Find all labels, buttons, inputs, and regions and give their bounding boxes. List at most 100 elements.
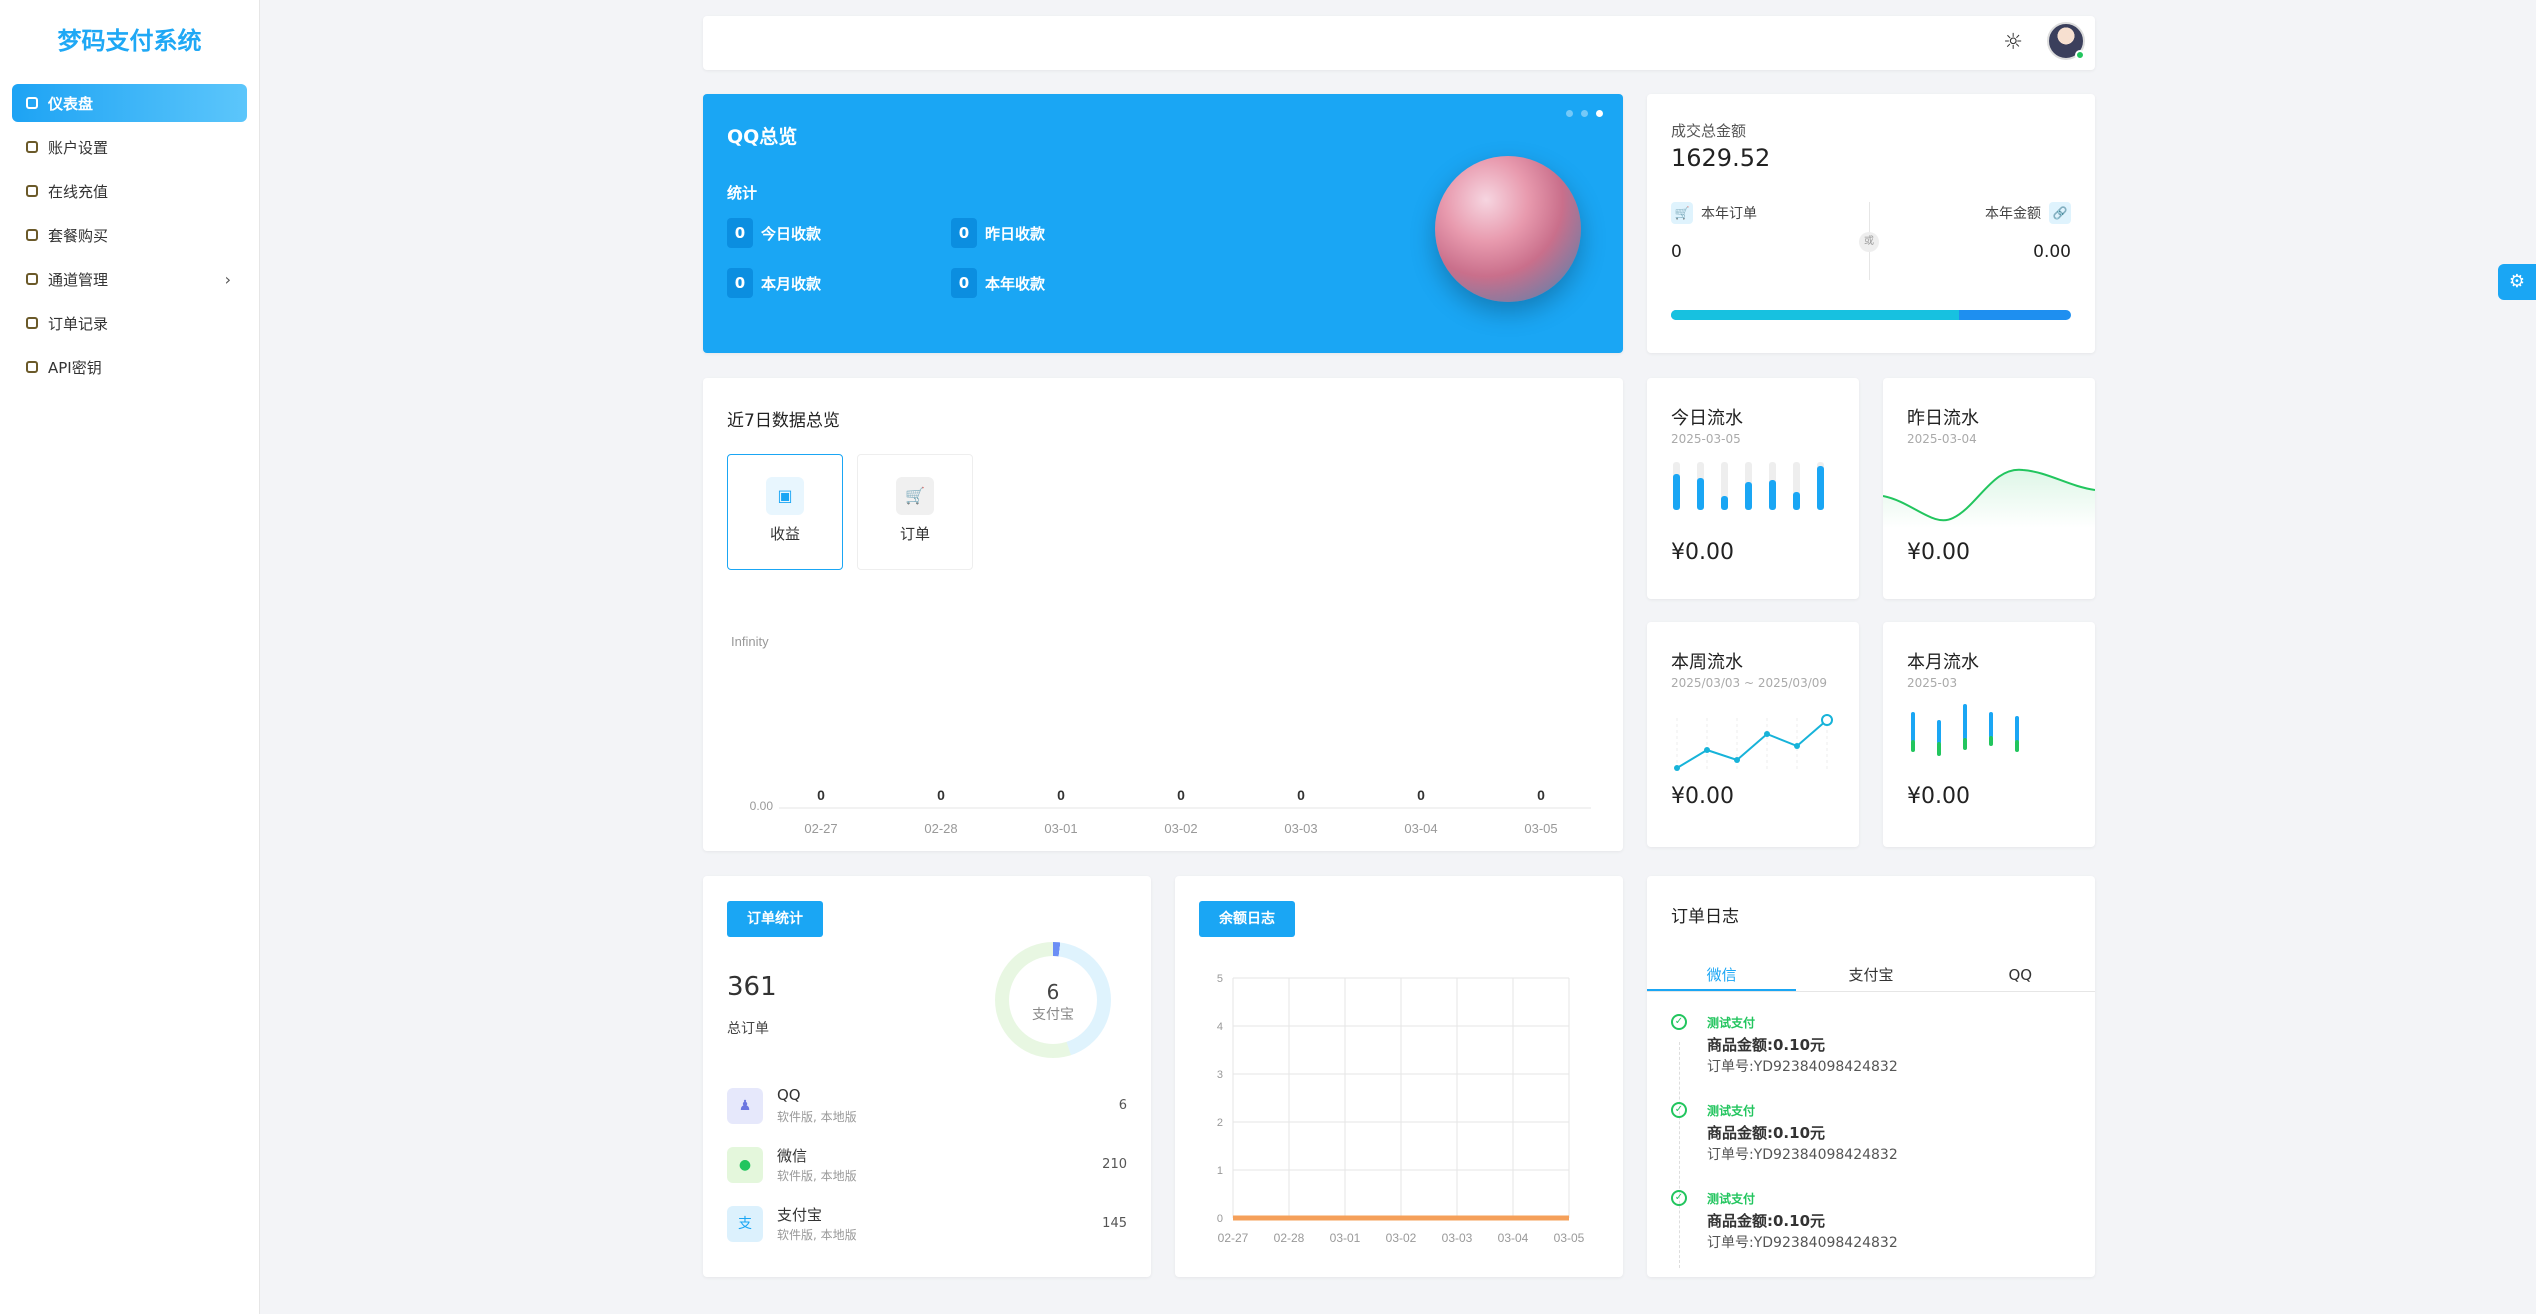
- sidebar-item-label: 仪表盘: [48, 94, 94, 113]
- spark-bar: [1769, 480, 1776, 510]
- y-tick-label: 0: [1217, 1213, 1223, 1225]
- sparkline: [1676, 719, 1828, 769]
- order-icon: [26, 317, 38, 329]
- spark-bar: [1697, 478, 1704, 510]
- row-count: 145: [1102, 1216, 1127, 1231]
- tab-wechat[interactable]: 微信: [1647, 958, 1797, 991]
- y-tick-label: 3: [1217, 1069, 1223, 1081]
- avatar[interactable]: [2047, 22, 2085, 60]
- carousel-dot[interactable]: [1581, 110, 1588, 117]
- yesterday-sparkline: [1883, 468, 2095, 528]
- x-tick-label: 03-02: [1386, 1231, 1417, 1245]
- sidebar-item-label: 套餐购买: [48, 226, 109, 245]
- y-axis-bottom-label: 0.00: [750, 799, 774, 813]
- order-log-tabs: 微信 支付宝 QQ: [1647, 958, 2095, 992]
- row-sub: 软件版, 本地版: [777, 1169, 857, 1183]
- log-tag: 测试支付: [1707, 1016, 1756, 1030]
- tab-orders[interactable]: 🛒 订单: [857, 454, 973, 570]
- x-tick-label: 03-02: [1164, 821, 1197, 836]
- stat-value: 0: [951, 218, 977, 248]
- bar-data-label: 0: [937, 787, 945, 803]
- total-orders-value: 361: [727, 972, 777, 1002]
- spark-point: [1794, 743, 1800, 749]
- donut-value: 6: [1046, 980, 1060, 1004]
- check-icon: ✓: [1671, 1014, 1687, 1030]
- carousel-dot[interactable]: [1566, 110, 1573, 117]
- sidebar-item-package[interactable]: 套餐购买: [12, 216, 247, 254]
- stat-month: 0 本月收款: [727, 268, 821, 298]
- brand-logo[interactable]: 梦码支付系统: [57, 25, 202, 55]
- card-title: 近7日数据总览: [727, 411, 840, 431]
- coin-icon: [26, 185, 38, 197]
- y-tick-label: 2: [1217, 1117, 1223, 1129]
- year-amount-value: 0.00: [2033, 242, 2071, 262]
- sidebar-menu: 仪表盘 账户设置 在线充值 套餐购买 通道管理 › 订单记录 API密钥: [0, 76, 259, 400]
- x-tick-label: 03-05: [1554, 1231, 1585, 1245]
- seven-day-overview-card: 近7日数据总览 ▣ 收益 🛒 订单 Infinity 0.00 0 02-27 0 02-28…: [703, 378, 1623, 851]
- sidebar-item-label: 订单记录: [48, 314, 109, 333]
- total-orders-label: 总订单: [727, 1021, 769, 1037]
- sparkline: [1883, 468, 2095, 522]
- bar-data-label: 0: [1537, 787, 1545, 803]
- tab-qq[interactable]: QQ: [2008, 966, 2033, 984]
- sun-icon[interactable]: ☼: [2003, 30, 2023, 55]
- alipay-icon: 支: [727, 1206, 763, 1242]
- stat-label: 昨日收款: [985, 224, 1046, 243]
- sparkline-area: [1883, 469, 2095, 528]
- tile-title: 今日流水: [1671, 408, 1743, 429]
- x-tick-label: 02-28: [924, 821, 957, 836]
- tab-revenue[interactable]: ▣ 收益: [727, 454, 843, 570]
- check-icon: ✓: [1671, 1190, 1687, 1206]
- user-icon: [26, 141, 38, 153]
- x-tick-label: 02-28: [1274, 1231, 1305, 1245]
- stat-yesterday: 0 昨日收款: [951, 218, 1045, 248]
- tile-title: 昨日流水: [1907, 408, 1979, 429]
- y-axis-top-label: Infinity: [731, 634, 769, 649]
- balance-log-card: 余额日志 0 1 2 3 4 5 02-27 02-28 03-01 03-02 03-03 03-0…: [1175, 876, 1623, 1277]
- settings-gear-icon[interactable]: ⚙: [2498, 264, 2536, 300]
- sidebar-item-recharge[interactable]: 在线充值: [12, 172, 247, 210]
- sidebar-item-channels[interactable]: 通道管理 ›: [12, 260, 247, 298]
- sidebar-item-label: 通道管理: [48, 270, 109, 289]
- sidebar-item-label: API密钥: [48, 358, 102, 377]
- row-name: 支付宝: [777, 1206, 823, 1224]
- row-sub: 软件版, 本地版: [777, 1110, 857, 1124]
- spark-bar: [1721, 496, 1728, 510]
- week-sparkline: [1674, 714, 1833, 772]
- tile-date: 2025/03/03 ~ 2025/03/09: [1671, 676, 1828, 690]
- order-stats-card: 订单统计 361 总订单 6 支付宝 ♟ QQ 软件版, 本地版 6 ● 微信 软件版, 本…: [703, 876, 1151, 1277]
- tile-value: ¥0.00: [1671, 540, 1734, 565]
- total-amount-card: 成交总金额 1629.52 🛒 本年订单 本年金额 🔗 或 0 0.00: [1647, 94, 2095, 353]
- sidebar-item-dashboard[interactable]: 仪表盘: [12, 84, 247, 122]
- stat-value: 0: [951, 268, 977, 298]
- balance-log-button[interactable]: 余额日志: [1199, 901, 1295, 937]
- vs-badge: 或: [1859, 232, 1879, 252]
- tile-title: 本月流水: [1907, 652, 1979, 673]
- log-tag: 测试支付: [1707, 1104, 1756, 1118]
- balance-line-chart: 0 1 2 3 4 5 02-27 02-28 03-01 03-02 03-03 03-04 03-0…: [1217, 973, 1585, 1245]
- order-donut-chart: 6 支付宝: [995, 942, 1111, 1058]
- channel-icon: [26, 273, 38, 285]
- chevron-right-icon: ›: [224, 269, 231, 289]
- stat-value: 0: [727, 218, 753, 248]
- order-row-wechat: ● 微信 软件版, 本地版 210: [727, 1145, 1127, 1185]
- row-name: QQ: [777, 1086, 801, 1104]
- log-order-no: 订单号:YD92384098424832: [1707, 1059, 1898, 1075]
- tab-alipay[interactable]: 支付宝: [1848, 966, 1894, 984]
- stat-label: 本年收款: [985, 274, 1046, 293]
- qq-icon: ♟: [727, 1088, 763, 1124]
- sidebar-item-api[interactable]: API密钥: [12, 348, 247, 386]
- x-tick-label: 03-03: [1442, 1231, 1473, 1245]
- progress-fill: [1671, 310, 1959, 320]
- sidebar-item-orders[interactable]: 订单记录: [12, 304, 247, 342]
- tile-date: 2025-03-05: [1671, 432, 1741, 446]
- log-tag: 测试支付: [1707, 1192, 1756, 1206]
- bar-data-label: 0: [817, 787, 825, 803]
- donut-label: 支付宝: [1032, 1007, 1074, 1023]
- sidebar-item-account[interactable]: 账户设置: [12, 128, 247, 166]
- order-stats-button[interactable]: 订单统计: [727, 901, 823, 937]
- month-flow-card: 本月流水 2025-03 ¥0.00: [1883, 622, 2095, 847]
- carousel-dot-active[interactable]: [1596, 110, 1603, 117]
- week-flow-card: 本周流水 2025/03/03 ~ 2025/03/09 ¥0.00: [1647, 622, 1859, 847]
- package-icon: [26, 229, 38, 241]
